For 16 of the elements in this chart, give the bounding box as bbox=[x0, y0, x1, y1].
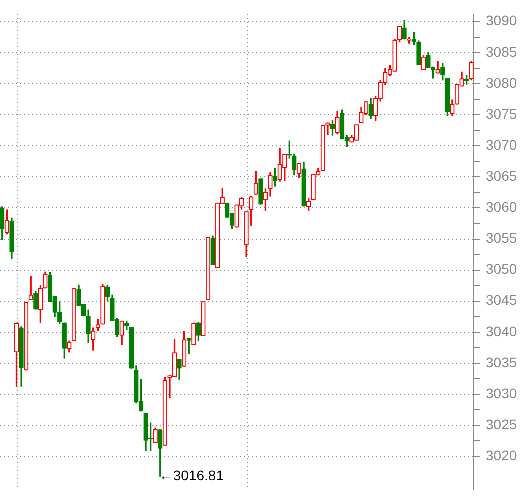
y-tick-label: 3045 bbox=[486, 292, 518, 308]
y-tick-label: 3055 bbox=[486, 230, 518, 246]
y-tick-label: 3065 bbox=[486, 168, 518, 184]
y-tick-label: 3030 bbox=[486, 385, 518, 402]
y-tick-label: 3035 bbox=[486, 354, 518, 370]
annotation: ←3016.81 bbox=[159, 467, 224, 484]
y-tick-label: 3090 bbox=[486, 12, 518, 29]
y-tick-label: 3050 bbox=[486, 261, 518, 278]
y-tick-label: 3085 bbox=[486, 44, 518, 60]
y-tick-label: 3020 bbox=[486, 448, 518, 464]
y-tick-label: 3070 bbox=[486, 136, 518, 153]
y-tick-label: 3040 bbox=[486, 323, 518, 340]
y-tick-label: 3060 bbox=[486, 199, 518, 216]
y-tick-label: 3075 bbox=[486, 106, 518, 122]
y-tick-label: 3025 bbox=[486, 416, 518, 432]
y-tick-label: 3080 bbox=[486, 74, 518, 91]
